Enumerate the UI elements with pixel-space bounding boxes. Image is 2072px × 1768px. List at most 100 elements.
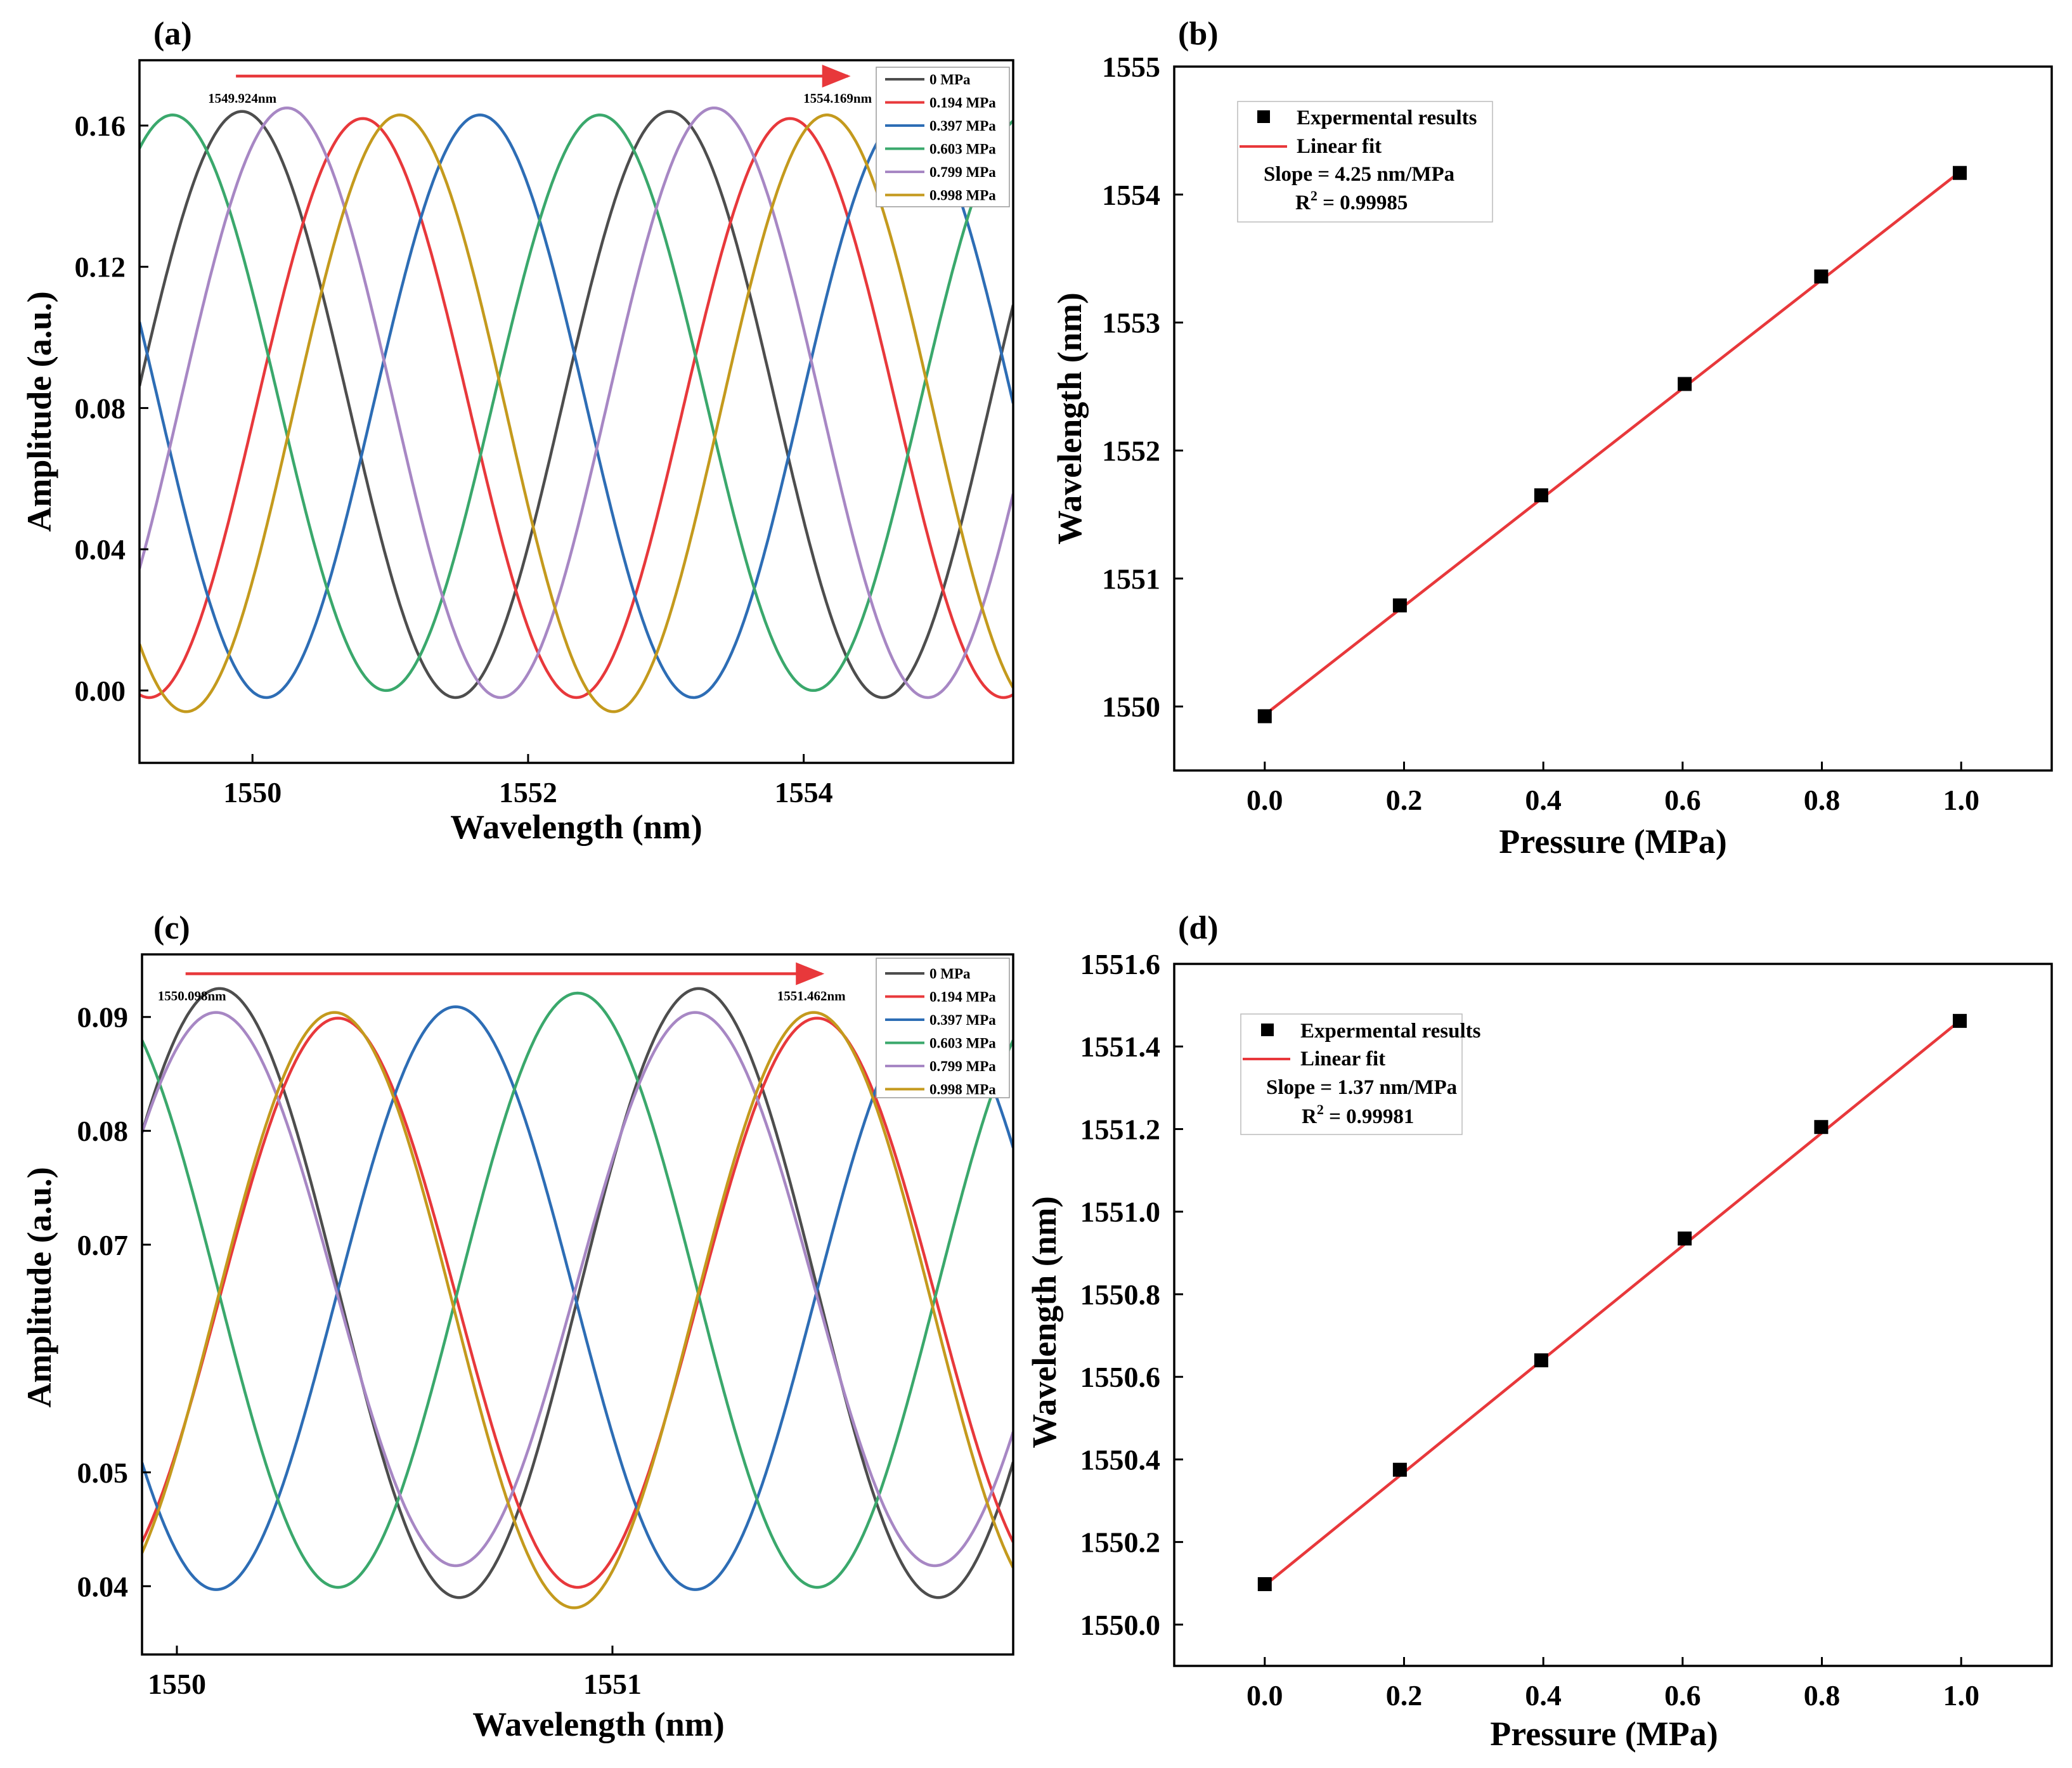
y-tick-label: 0.07 <box>77 1229 129 1261</box>
legend-c: 0 MPa 0.194 MPa 0.397 MPa 0.603 MPa 0.799 MP… <box>876 958 1010 1098</box>
y-tick-label: 1550.8 <box>1080 1278 1161 1311</box>
data-point-4 <box>1814 269 1829 283</box>
x-tick-label: 0.0 <box>1246 1679 1283 1712</box>
legend-r2-d: R2 = 0.99981 <box>1302 1102 1414 1128</box>
legend-box-b <box>1237 101 1493 223</box>
legend-fit-label-b: Linear fit <box>1297 135 1382 158</box>
y-tick-label: 1550.6 <box>1080 1361 1161 1393</box>
y-tick-label: 1555 <box>1102 51 1160 83</box>
panel-label-b: (b) <box>1178 16 1219 52</box>
y-tick-label: 1551.4 <box>1080 1030 1161 1063</box>
y-tick-label: 0.08 <box>77 1115 129 1147</box>
series-line-3 <box>139 114 1013 692</box>
data-point-5 <box>1953 1013 1967 1028</box>
end-wavelength-label: 1554.169nm <box>803 91 872 106</box>
series-line-2 <box>142 1005 1013 1591</box>
y-tick-label: 1550.0 <box>1080 1609 1161 1641</box>
start-wavelength-label: 1550.098nm <box>158 989 226 1004</box>
y-tick-label: 1551.6 <box>1080 948 1161 980</box>
legend-label-4: 0.799 MPa <box>929 164 996 180</box>
y-tick-label: 1551.0 <box>1080 1196 1161 1228</box>
y-tick-label: 1554 <box>1102 179 1160 211</box>
x-tick-label: 0.4 <box>1525 1679 1562 1712</box>
end-wavelength-label: 1551.462nm <box>777 989 846 1004</box>
x-tick-label: 0.8 <box>1804 784 1841 816</box>
panel-label-c: (c) <box>153 910 190 946</box>
legend-b: Expermental results Linear fit Slope = 4… <box>1237 101 1493 223</box>
legend-label-1: 0.194 MPa <box>929 95 996 111</box>
y-tick-label: 0.05 <box>77 1457 129 1489</box>
y-tick-label: 0.04 <box>75 533 126 566</box>
legend-label-2: 0.397 MPa <box>929 1012 996 1028</box>
x-axis-title-b: Pressure (MPa) <box>1499 822 1726 861</box>
data-point-4 <box>1814 1120 1829 1134</box>
data-point-2 <box>1534 488 1548 503</box>
series-line-1 <box>142 1017 1013 1589</box>
x-tick-label: 1552 <box>499 776 557 809</box>
series-line-3 <box>142 991 1013 1589</box>
legend-label-0: 0 MPa <box>929 72 971 88</box>
series-line-0 <box>139 110 1013 699</box>
y-axis-title-b: Wavelength (nm) <box>1051 292 1089 545</box>
panel-label-a: (a) <box>153 16 192 52</box>
legend-label-2: 0.397 MPa <box>929 118 996 134</box>
x-axis-title-a: Wavelength (nm) <box>450 808 703 846</box>
plot-frame-a <box>138 59 1014 764</box>
x-tick-label: 1551 <box>583 1668 642 1700</box>
y-tick-label: 1552 <box>1102 434 1160 467</box>
legend-marker-label-b: Expermental results <box>1297 107 1477 129</box>
linear-fit-line <box>1264 169 1962 716</box>
legend-label-4: 0.799 MPa <box>929 1058 996 1074</box>
chart-panel-d: 0.0 0.2 0.4 0.6 0.8 1.0 1550.0 1550.2 1550.4 155… <box>1025 948 2053 1753</box>
legend-slope-b: Slope = 4.25 nm/MPa <box>1264 163 1454 186</box>
x-tick-label: 0.8 <box>1804 1679 1841 1712</box>
legend-label-5: 0.998 MPa <box>929 188 996 204</box>
legend-marker-d <box>1261 1024 1274 1036</box>
series-line-4 <box>139 106 1013 699</box>
legend-label-3: 0.603 MPa <box>929 141 996 157</box>
plot-frame-c <box>141 953 1014 1656</box>
legend-label-3: 0.603 MPa <box>929 1036 996 1051</box>
legend-label-0: 0 MPa <box>929 966 971 982</box>
start-wavelength-label: 1549.924nm <box>208 91 276 106</box>
data-point-1 <box>1392 1462 1407 1477</box>
legend-fit-label-d: Linear fit <box>1300 1048 1385 1070</box>
y-tick-label: 1550 <box>1102 691 1160 723</box>
y-tick-label: 0.04 <box>77 1570 129 1602</box>
x-axis-title-d: Pressure (MPa) <box>1490 1715 1718 1753</box>
chart-panel-a: 1550 1552 1554 0.00 0.04 0.08 0.12 0.16 Wavele… <box>20 59 1014 846</box>
legend-marker-b <box>1257 110 1270 123</box>
x-tick-label: 0.2 <box>1386 1679 1423 1712</box>
data-point-5 <box>1953 166 1967 180</box>
series-line-5 <box>142 1011 1013 1609</box>
panel-label-d: (d) <box>1178 910 1219 946</box>
legend-marker-label-d: Expermental results <box>1300 1020 1481 1043</box>
legend-label-5: 0.998 MPa <box>929 1082 996 1098</box>
x-tick-label: 1550 <box>223 776 282 809</box>
chart-panel-b: 0.0 0.2 0.4 0.6 0.8 1.0 1550 1551 1552 1553 1554 1… <box>1051 51 2053 861</box>
x-tick-label: 0.6 <box>1664 1679 1701 1712</box>
series-line-5 <box>139 114 1013 713</box>
y-tick-label: 0.16 <box>75 110 126 142</box>
legend-slope-d: Slope = 1.37 nm/MPa <box>1266 1076 1457 1099</box>
data-point-0 <box>1257 709 1272 724</box>
y-tick-label: 1551.2 <box>1080 1113 1161 1145</box>
legend-r2-b: R2 = 0.99985 <box>1295 188 1408 214</box>
y-tick-label: 1550.4 <box>1080 1443 1161 1476</box>
y-tick-label: 0.09 <box>77 1001 129 1034</box>
x-axis-title-c: Wavelength (nm) <box>472 1705 725 1743</box>
data-point-3 <box>1678 1232 1692 1246</box>
y-axis-title-a: Amplitude (a.u.) <box>20 291 58 532</box>
data-point-0 <box>1257 1577 1272 1592</box>
plot-frame-b <box>1173 65 2053 772</box>
legend-box-a <box>876 67 1010 207</box>
x-tick-label: 1.0 <box>1943 784 1979 816</box>
x-tick-label: 1.0 <box>1943 1679 1979 1712</box>
chart-panel-c: 1550 1551 0.04 0.05 0.07 0.08 0.09 Wavelength… <box>20 953 1014 1743</box>
legend-box-d <box>1240 1013 1463 1135</box>
series-line-1 <box>139 117 1013 699</box>
data-point-2 <box>1534 1353 1548 1368</box>
x-tick-label: 0.0 <box>1246 784 1283 816</box>
x-tick-label: 0.2 <box>1386 784 1423 816</box>
x-tick-label: 0.4 <box>1525 784 1562 816</box>
